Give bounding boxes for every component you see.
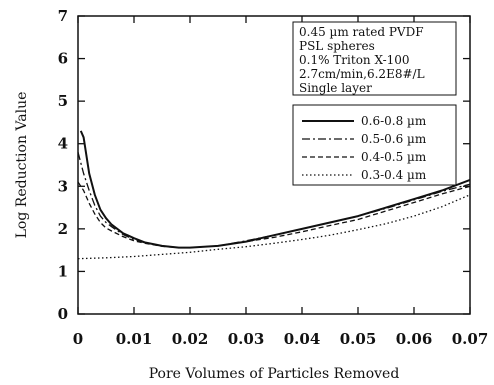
y-tick-label: 3	[58, 177, 68, 195]
x-tick-label: 0.04	[284, 330, 321, 348]
condition-line-4: 2.7cm/min,6.2E8#/L	[299, 67, 425, 81]
legend-label-0-6-0-8: 0.6-0.8 µm	[361, 114, 427, 128]
x-tick-label: 0.07	[452, 330, 489, 348]
x-axis: 0 0.01 0.02 0.03 0.04 0.05 0.06 0.07	[73, 16, 488, 348]
x-tick-label: 0.03	[228, 330, 265, 348]
legend-label-0-3-0-4: 0.3-0.4 µm	[361, 168, 427, 182]
x-tick-label: 0	[73, 330, 83, 348]
y-tick-label: 5	[58, 92, 68, 110]
conditions-box	[292, 21, 457, 96]
x-axis-title: Pore Volumes of Particles Removed	[149, 366, 400, 382]
condition-line-2: PSL spheres	[299, 39, 375, 53]
condition-line-3: 0.1% Triton X-100	[299, 53, 410, 67]
x-tick-label: 0.06	[396, 330, 433, 348]
x-tick-label: 0.05	[340, 330, 377, 348]
condition-line-1: 0.45 µm rated PVDF	[299, 25, 424, 39]
plot-frame	[77, 15, 471, 315]
series-line-0-5-0-6-m	[77, 152, 471, 249]
y-tick-label: 2	[58, 220, 68, 238]
legend-label-0-5-0-6: 0.5-0.6 µm	[361, 132, 427, 146]
x-tick-label: 0.02	[172, 330, 209, 348]
series-line-0-4-0-5-m	[77, 181, 471, 249]
y-tick-label: 6	[58, 50, 68, 68]
series-lines	[77, 130, 471, 260]
legend: 0.6-0.8 µm 0.5-0.6 µm 0.4-0.5 µm 0.3-0.4…	[292, 104, 457, 186]
y-tick-label: 7	[58, 7, 68, 25]
legend-box	[292, 104, 457, 186]
y-axis: 0 1 2 3 4 5 6 7	[58, 7, 470, 323]
y-tick-label: 0	[58, 305, 68, 323]
condition-line-5: Single layer	[299, 81, 372, 95]
y-tick-label: 4	[58, 135, 68, 153]
y-tick-label: 1	[58, 262, 68, 280]
conditions-annotation: 0.45 µm rated PVDF PSL spheres 0.1% Trit…	[292, 21, 457, 96]
x-tick-label: 0.01	[116, 330, 153, 348]
legend-label-0-4-0-5: 0.4-0.5 µm	[361, 150, 427, 164]
y-axis-title: Log Reduction Value	[14, 92, 30, 239]
series-line-0-3-0-4-m	[77, 194, 471, 260]
